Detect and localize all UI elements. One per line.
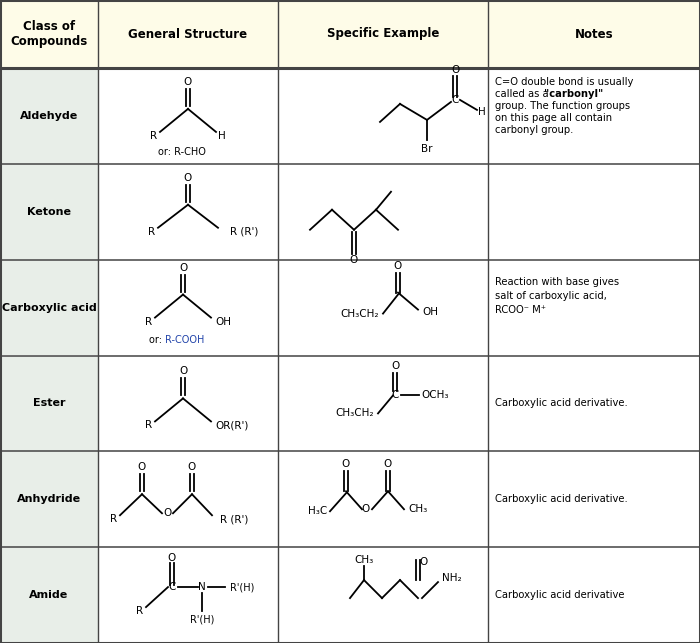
Bar <box>98 547 700 643</box>
Text: CH₃: CH₃ <box>354 555 374 565</box>
Text: CH₃CH₂: CH₃CH₂ <box>335 408 374 419</box>
Text: NH₂: NH₂ <box>442 573 461 583</box>
Text: O: O <box>384 459 392 469</box>
Text: R: R <box>146 421 153 430</box>
Text: Aldehyde: Aldehyde <box>20 111 78 121</box>
Text: O: O <box>391 361 399 372</box>
Text: OH: OH <box>422 307 438 316</box>
Text: Notes: Notes <box>575 28 613 41</box>
Bar <box>98 68 700 164</box>
Text: O: O <box>420 557 428 567</box>
Text: R'(H): R'(H) <box>230 582 254 592</box>
Text: Carboxylic acid derivative: Carboxylic acid derivative <box>495 590 624 600</box>
Text: O: O <box>342 459 350 469</box>
Text: CH₃: CH₃ <box>408 504 427 514</box>
Text: CH₃CH₂: CH₃CH₂ <box>340 309 379 318</box>
Bar <box>0 0 700 68</box>
Text: Carboxylic acid derivative.: Carboxylic acid derivative. <box>495 494 628 504</box>
Text: O: O <box>394 260 402 271</box>
Text: called as a: called as a <box>495 89 552 99</box>
Text: R: R <box>136 606 144 616</box>
Text: H: H <box>218 131 226 141</box>
Text: or: R-CHO: or: R-CHO <box>158 147 206 157</box>
Bar <box>98 356 700 451</box>
Text: R (R'): R (R') <box>230 227 258 237</box>
Text: R (R'): R (R') <box>220 514 248 524</box>
Text: or:: or: <box>149 334 165 345</box>
Text: Anhydride: Anhydride <box>17 494 81 504</box>
Text: Carboxylic acid: Carboxylic acid <box>1 303 97 312</box>
Text: Carboxylic acid derivative.: Carboxylic acid derivative. <box>495 399 628 408</box>
Text: on this page all contain: on this page all contain <box>495 113 612 123</box>
Bar <box>98 260 700 356</box>
Text: OH: OH <box>215 316 231 327</box>
Text: Ketone: Ketone <box>27 207 71 217</box>
Bar <box>98 164 700 260</box>
Text: O: O <box>168 553 176 563</box>
Text: R: R <box>150 131 158 141</box>
Text: C: C <box>391 390 399 401</box>
Bar <box>0 547 98 643</box>
Text: carbonyl group.: carbonyl group. <box>495 125 573 135</box>
Bar <box>98 451 700 547</box>
Bar <box>0 260 98 356</box>
Bar <box>0 356 98 451</box>
Text: Br: Br <box>421 144 433 154</box>
Text: OCH₃: OCH₃ <box>421 390 449 401</box>
Text: R: R <box>148 227 155 237</box>
Text: H₃C: H₃C <box>308 506 328 516</box>
Text: C: C <box>452 95 458 105</box>
Text: Reaction with base gives: Reaction with base gives <box>495 276 619 287</box>
Text: R: R <box>146 316 153 327</box>
Text: Class of
Compounds: Class of Compounds <box>10 20 88 48</box>
Text: Amide: Amide <box>29 590 69 600</box>
Text: O: O <box>179 262 187 273</box>
Text: O: O <box>350 255 358 265</box>
Text: O: O <box>138 462 146 472</box>
Text: O: O <box>184 77 192 87</box>
Text: O: O <box>451 65 459 75</box>
Text: O: O <box>184 173 192 183</box>
Text: O: O <box>362 504 370 514</box>
Text: R: R <box>111 514 118 524</box>
Text: salt of carboxylic acid,: salt of carboxylic acid, <box>495 291 607 301</box>
Text: OR(R'): OR(R') <box>215 421 248 430</box>
Text: R'(H): R'(H) <box>190 614 214 624</box>
Text: RCOO⁻ M⁺: RCOO⁻ M⁺ <box>495 305 546 314</box>
Text: group. The function groups: group. The function groups <box>495 101 630 111</box>
Text: O: O <box>188 462 196 472</box>
Bar <box>0 451 98 547</box>
Text: O: O <box>163 508 171 518</box>
Text: N: N <box>198 582 206 592</box>
Text: "carbonyl": "carbonyl" <box>544 89 603 99</box>
Text: R-COOH: R-COOH <box>165 334 204 345</box>
Text: O: O <box>179 367 187 376</box>
Text: Specific Example: Specific Example <box>327 28 439 41</box>
Text: Ester: Ester <box>33 399 65 408</box>
Bar <box>0 164 98 260</box>
Text: C: C <box>168 582 176 592</box>
Text: H: H <box>478 107 486 117</box>
Text: C=O double bond is usually: C=O double bond is usually <box>495 77 634 87</box>
Text: General Structure: General Structure <box>128 28 248 41</box>
Bar <box>0 68 98 164</box>
